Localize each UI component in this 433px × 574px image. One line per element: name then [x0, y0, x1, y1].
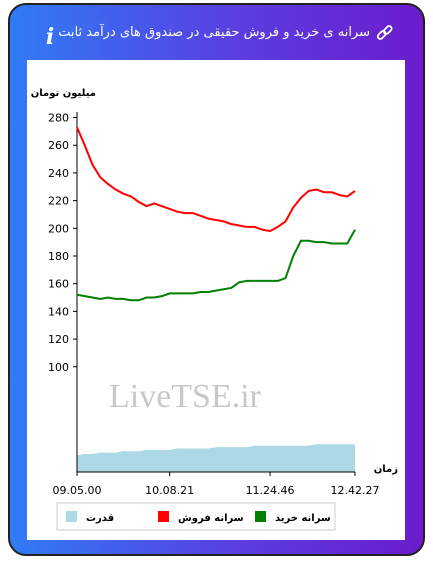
- y-tick-label: 260: [48, 139, 69, 152]
- info-icon[interactable]: i: [46, 24, 54, 50]
- link-icon[interactable]: [376, 25, 393, 40]
- line: [76, 126, 356, 233]
- x-axis-label: زمان: [374, 464, 398, 475]
- y-tick-label: 160: [48, 278, 69, 291]
- legend-swatch: [255, 511, 266, 522]
- y-axis-label: میلیون تومان: [31, 88, 96, 99]
- x-tick-label: 10.08.21: [145, 484, 194, 497]
- y-tick-label: 200: [48, 222, 69, 235]
- x-tick-label: 12.42.27: [331, 484, 380, 497]
- y-tick-label: 220: [48, 195, 69, 208]
- y-tick-label: 280: [48, 112, 69, 125]
- watermark: LiveTSE.ir: [109, 378, 262, 415]
- y-tick-label: 120: [48, 333, 69, 346]
- legend-swatch: [66, 511, 77, 522]
- legend-swatch: [158, 511, 169, 522]
- legend-box: [56, 502, 336, 531]
- y-tick-label: 140: [48, 305, 69, 318]
- area: [77, 444, 355, 472]
- y-tick-label: 240: [48, 167, 69, 180]
- x-tick-label: 11.24.46: [246, 484, 295, 497]
- y-tick-label: 100: [48, 361, 69, 374]
- header-title: سرانه ی خرید و فروش حقیقی در صندوق های د…: [58, 23, 370, 40]
- legend-label: قدرت: [86, 513, 114, 524]
- y-tick-label: 180: [48, 250, 69, 263]
- x-tick-label: 09.05.00: [53, 484, 102, 497]
- line: [76, 229, 356, 302]
- legend-label: سرانه فروش: [178, 513, 244, 524]
- legend-label: سرانه خرید: [275, 513, 331, 524]
